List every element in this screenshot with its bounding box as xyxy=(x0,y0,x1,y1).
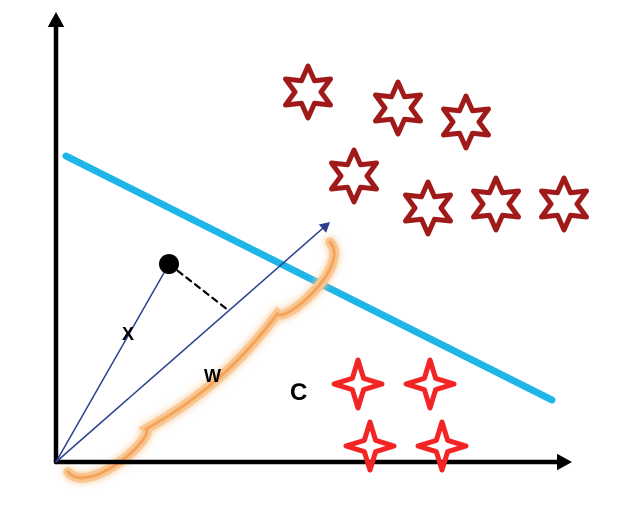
class-a-stars xyxy=(285,66,586,234)
six-point-star-icon xyxy=(331,150,376,202)
six-point-star-icon xyxy=(473,178,518,230)
label-w: W xyxy=(204,366,221,386)
classifier-diagram: X W C xyxy=(0,0,621,513)
brace-glow xyxy=(68,242,334,478)
label-x: X xyxy=(122,324,134,344)
six-point-star-icon xyxy=(443,96,488,148)
axes xyxy=(48,12,572,470)
six-point-star-icon xyxy=(285,66,330,118)
four-point-star-icon xyxy=(334,360,382,408)
x-vector xyxy=(56,264,169,462)
class-b-stars xyxy=(334,360,466,470)
four-point-star-icon xyxy=(406,360,454,408)
projection-dashed xyxy=(169,264,228,310)
w-vector xyxy=(56,222,330,462)
six-point-star-icon xyxy=(541,178,586,230)
distance-brace xyxy=(68,242,334,478)
six-point-star-icon xyxy=(375,82,420,134)
sample-point-dot xyxy=(159,254,179,274)
six-point-star-icon xyxy=(405,182,450,234)
label-c: C xyxy=(290,379,307,406)
